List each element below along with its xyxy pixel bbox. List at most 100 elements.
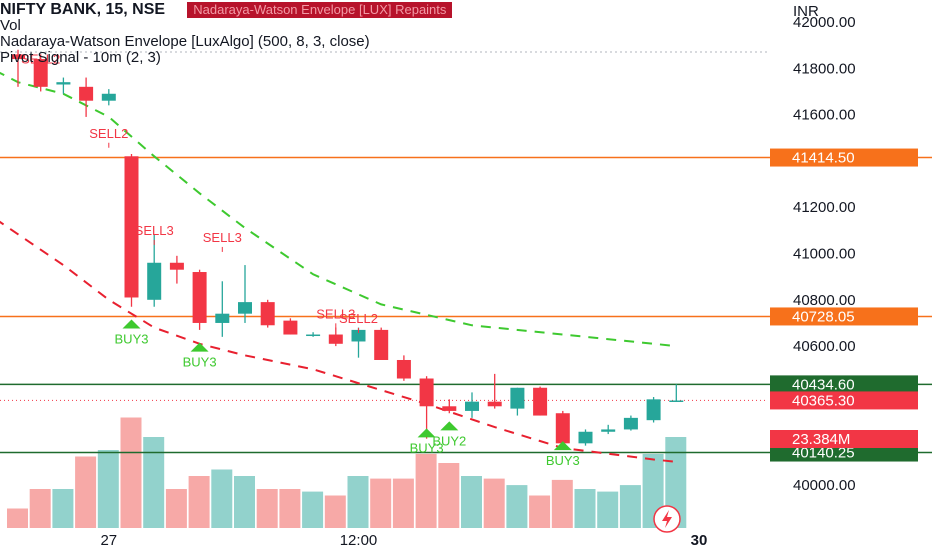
candle-body[interactable] (351, 329, 366, 342)
sell-signal-label: SELL2 (339, 311, 378, 326)
volume-bar (347, 476, 369, 528)
candle-body[interactable] (79, 86, 94, 101)
candle-body[interactable] (419, 378, 434, 407)
volume-bar (483, 478, 505, 528)
price-tick-label: 41600.00 (793, 107, 856, 124)
repaint-badge: Nadaraya-Watson Envelope [LUX] Repaints (187, 2, 453, 18)
buy-signal-label: BUY3 (115, 332, 149, 347)
candle-body[interactable] (465, 401, 479, 411)
currency-label: INR (793, 3, 819, 20)
candle-layer[interactable] (11, 49, 684, 448)
buy-signal-arrow (190, 342, 209, 352)
volume-tag: 23.384M (792, 431, 850, 448)
candle-body[interactable] (533, 387, 548, 416)
candle-body[interactable] (555, 413, 570, 444)
candle-body[interactable] (238, 302, 252, 314)
candle-body[interactable] (374, 329, 389, 360)
buy-signal-label: BUY3 (410, 440, 444, 455)
candle-body[interactable] (56, 82, 71, 85)
candle-body[interactable] (646, 399, 661, 421)
volume-bar (574, 489, 596, 528)
current-price-tag: 40365.30 (792, 392, 855, 409)
volume-bar (97, 450, 119, 528)
time-tick-label: 30 (691, 532, 708, 549)
candle-body[interactable] (669, 400, 684, 403)
buy-signal-label: BUY3 (183, 355, 217, 370)
time-tick-label: 27 (100, 532, 117, 549)
level-price-tag: 40434.60 (792, 376, 855, 393)
price-tick-label: 40800.00 (793, 292, 856, 309)
volume-bar (665, 437, 687, 528)
volume-bar (506, 485, 528, 528)
candle-body[interactable] (124, 156, 139, 298)
time-tick-label: 12:00 (340, 532, 378, 549)
volume-bar (165, 489, 187, 528)
buy-signal-arrow (122, 319, 141, 329)
volume-bar (75, 456, 97, 528)
candle-body[interactable] (601, 429, 616, 432)
volume-bar (143, 437, 165, 528)
volume-bar (120, 417, 142, 528)
volume-tag-bg (770, 430, 918, 448)
volume-bar (188, 476, 210, 528)
sell-signal-label: SELL3 (316, 306, 355, 321)
price-tick-label: 41000.00 (793, 246, 856, 263)
level-price-tag: 41414.50 (792, 150, 855, 167)
price-tick-label: 42000.00 (793, 14, 856, 31)
level-price-tag-bg (770, 375, 918, 394)
candle-body[interactable] (396, 359, 411, 379)
chart-legend: NIFTY BANK, 15, NSE Nadaraya-Watson Enve… (0, 1, 453, 66)
level-price-tag: 40728.05 (792, 308, 855, 325)
legend-symbol-row[interactable]: NIFTY BANK, 15, NSE Nadaraya-Watson Enve… (0, 1, 453, 18)
candle-body[interactable] (11, 54, 25, 60)
candle-body[interactable] (169, 262, 184, 270)
price-tick-label: 40600.00 (793, 338, 856, 355)
volume-bar (302, 491, 324, 528)
candle-body[interactable] (623, 417, 638, 430)
price-tick-label: 41800.00 (793, 60, 856, 77)
candle-body[interactable] (192, 272, 207, 323)
volume-bar (324, 495, 346, 528)
candle-body[interactable] (510, 387, 525, 409)
volume-bar (29, 489, 51, 528)
volume-bar (279, 489, 301, 528)
level-price-tag-bg (770, 443, 918, 462)
volume-bar (392, 478, 414, 528)
candle-body[interactable] (101, 93, 116, 101)
level-price-tag-bg (770, 148, 918, 167)
candle-body[interactable] (215, 313, 230, 323)
volume-bar (211, 469, 233, 528)
lightning-icon (662, 510, 672, 528)
candle-body[interactable] (306, 334, 321, 337)
volume-bar (415, 453, 437, 528)
volume-layer (7, 417, 687, 528)
candle-body[interactable] (442, 406, 457, 411)
sell-signal-label: SELL3 (203, 230, 242, 245)
tradingview-logo-icon[interactable] (653, 505, 681, 533)
buy-signal-arrow (553, 441, 572, 451)
legend-vol-row[interactable]: Vol (0, 17, 21, 34)
volume-bar (597, 491, 619, 528)
price-tick-label: 41200.00 (793, 199, 856, 216)
sell-signal-label: SELL2 (89, 126, 128, 141)
candle-body[interactable] (283, 320, 298, 335)
current-price-tag-bg (770, 391, 918, 410)
volume-bar (461, 476, 482, 528)
volume-bar (256, 489, 278, 528)
volume-bar (529, 495, 551, 528)
candle-body[interactable] (578, 431, 593, 444)
candle-body[interactable] (487, 401, 502, 407)
legend-nwe-row[interactable]: Nadaraya-Watson Envelope [LuxAlgo] (500,… (0, 33, 370, 50)
volume-bar (7, 508, 28, 528)
candle-body[interactable] (147, 262, 162, 300)
candle-body[interactable] (260, 302, 275, 326)
volume-bar (52, 489, 74, 528)
candle-body[interactable] (328, 334, 343, 344)
legend-pivot-row[interactable]: Pivot Signal - 10m (2, 3) (0, 49, 161, 66)
time-axis[interactable]: 27 12:00 30 (100, 532, 707, 549)
sell-signal-label: SELL2 (21, 52, 60, 67)
symbol-title[interactable]: NIFTY BANK, 15, NSE (0, 1, 166, 18)
